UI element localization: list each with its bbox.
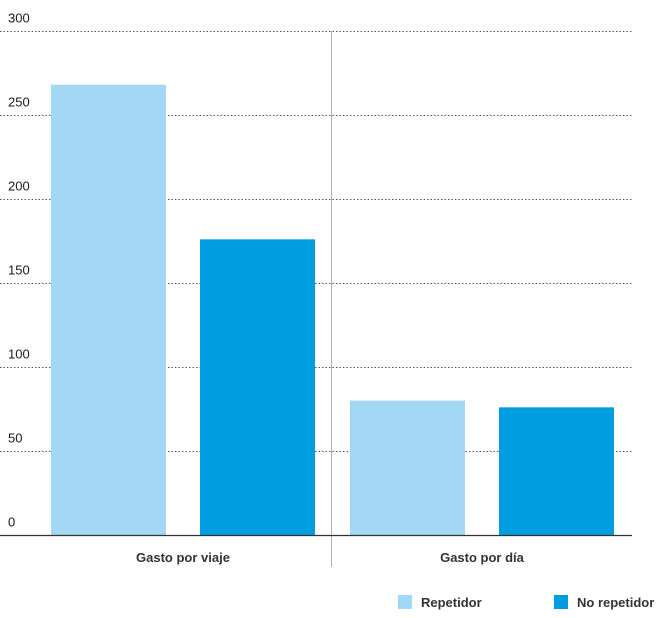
x-category-label: Gasto por día	[440, 550, 525, 565]
legend-item-no-repetidor: No repetidor	[554, 594, 654, 610]
y-tick-label: 250	[8, 95, 30, 110]
legend-swatch-repetidor	[398, 595, 412, 609]
y-tick-label: 300	[8, 11, 30, 26]
y-tick-label: 100	[8, 347, 30, 362]
x-axis-categories: Gasto por viaje Gasto por día	[136, 550, 525, 565]
legend-label-repetidor: Repetidor	[421, 594, 482, 610]
bar-repetidor-0	[51, 84, 166, 535]
y-tick-label: 200	[8, 179, 30, 194]
bar-no-repetidor-0	[200, 239, 315, 535]
legend-label-no-repetidor: No repetidor	[577, 594, 655, 610]
bars	[51, 84, 614, 535]
y-tick-label: 150	[8, 263, 30, 278]
bar-no-repetidor-1	[499, 407, 614, 535]
y-tick-label: 50	[8, 431, 22, 446]
bar-repetidor-1	[350, 400, 465, 535]
y-tick-label: 0	[8, 515, 15, 530]
y-axis-ticks: 0 50 100 150 200 250 300	[8, 11, 30, 530]
legend-item-repetidor: Repetidor	[398, 594, 482, 610]
legend-swatch-no-repetidor	[554, 595, 568, 609]
x-category-label: Gasto por viaje	[136, 550, 230, 565]
